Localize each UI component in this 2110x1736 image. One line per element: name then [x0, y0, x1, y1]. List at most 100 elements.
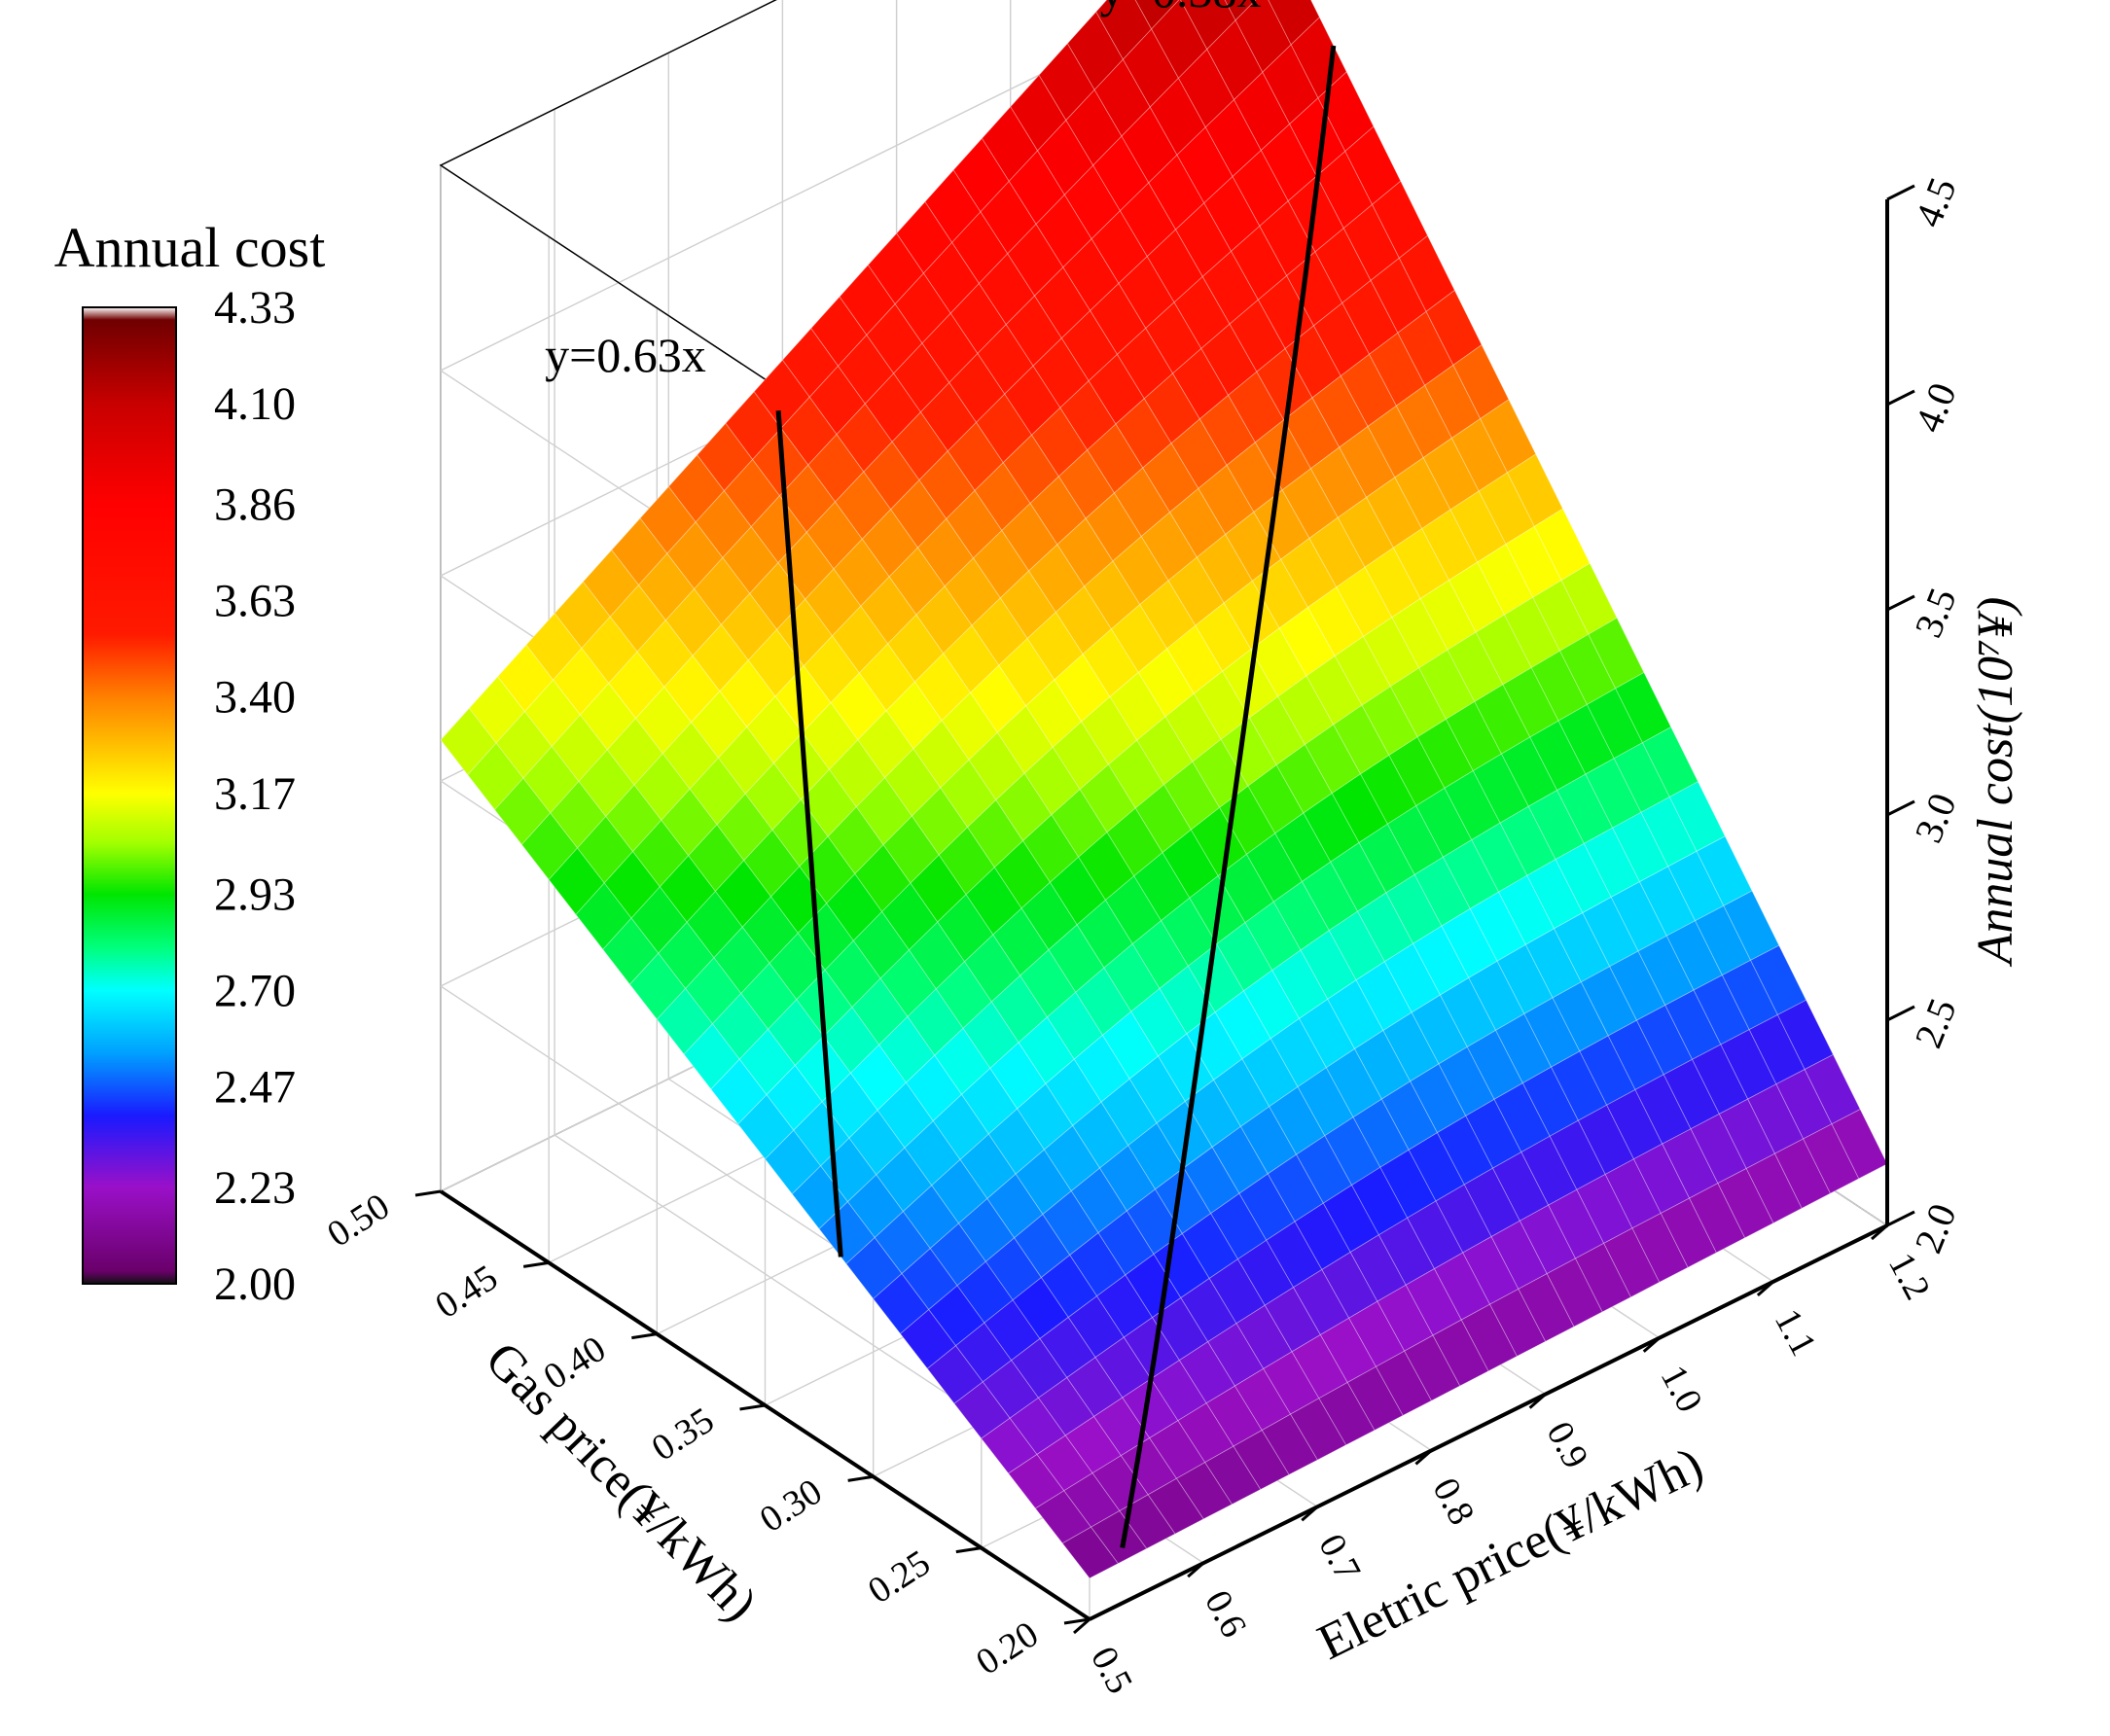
surface-cell: [1340, 353, 1397, 428]
surface-cell: [1002, 434, 1059, 505]
surface-cell: [1468, 960, 1525, 1031]
surface-cell: [1007, 223, 1064, 297]
surface-cell: [981, 1417, 1038, 1474]
surface-cell: [1355, 961, 1413, 1032]
surface-cell: [1745, 1152, 1803, 1224]
surface-cell: [1533, 508, 1591, 582]
surface-cell: [1607, 1019, 1664, 1091]
colorbar-tick-label: 3.40: [214, 672, 296, 724]
x-tick-label: 0.8: [1424, 1471, 1482, 1532]
surface-cell: [1064, 1415, 1122, 1474]
x-tick-label: 1.0: [1653, 1359, 1710, 1419]
surface-cell: [1203, 175, 1261, 253]
surface-cell: [953, 1381, 1011, 1439]
surface-cell: [1295, 1135, 1353, 1204]
surface-cell: [1063, 1472, 1121, 1528]
surface-cell: [1271, 949, 1329, 1019]
z-tick: [1886, 594, 1915, 612]
y-tick: [414, 1189, 442, 1197]
colorbar-tick-label: 2.23: [214, 1162, 296, 1214]
surface-cell: [1693, 974, 1750, 1045]
x-tick: [1528, 1393, 1547, 1409]
colorbar-title: Annual cost: [54, 216, 326, 279]
surface-cell: [1604, 1158, 1662, 1229]
surface-cell: [1688, 1183, 1746, 1254]
y-tick-label: 0.35: [645, 1399, 722, 1469]
surface-cell: [1333, 704, 1390, 775]
surface-cell: [977, 324, 1034, 395]
y-tick: [522, 1260, 550, 1268]
surface-cell: [1748, 1013, 1806, 1085]
surface-cell: [1546, 1258, 1603, 1328]
x-tick-label: 0.6: [1197, 1584, 1254, 1645]
surface-cell: [1143, 372, 1200, 444]
surface-cell: [1469, 891, 1526, 962]
surface-cell: [1140, 512, 1198, 582]
surface-cell: [1201, 250, 1259, 325]
z-tick-label: 4.5: [1906, 171, 1964, 232]
surface-cell: [1139, 580, 1197, 650]
x-tick: [1756, 1280, 1774, 1296]
surface-cell: [1530, 650, 1588, 722]
x-tick: [1301, 1506, 1319, 1522]
x-tick: [1187, 1562, 1205, 1578]
surface-cell: [1097, 1210, 1155, 1276]
x-tick-label: 1.1: [1767, 1302, 1824, 1363]
surface-cell: [1149, 1420, 1206, 1479]
surface-cell: [1008, 150, 1065, 226]
z-tick-label: 3.0: [1906, 787, 1964, 848]
surface-cell: [1131, 920, 1189, 990]
surface-cell: [1061, 1526, 1119, 1579]
surface-cell: [1070, 1167, 1127, 1234]
y-tick: [1063, 1617, 1091, 1625]
surface-cell: [495, 710, 553, 779]
y-tick: [739, 1403, 766, 1411]
surface-cell: [1664, 989, 1722, 1060]
surface-cell: [978, 253, 1036, 326]
surface-cell: [1404, 1334, 1461, 1401]
surface-cell: [1330, 841, 1387, 912]
surface-cell: [1336, 566, 1393, 637]
surface-cell: [467, 742, 524, 811]
surface-cell: [710, 1058, 768, 1125]
colorbar-tick-label: 4.33: [214, 282, 296, 334]
surface-cell: [1548, 1188, 1605, 1259]
z-tick-label: 4.0: [1906, 376, 1964, 438]
surface-cell: [1550, 1050, 1608, 1121]
surface-cell: [1529, 720, 1587, 792]
colorbar-ramp: [82, 306, 177, 1285]
surface-cell: [1344, 125, 1402, 206]
surface-cell: [494, 777, 552, 846]
surface-cell: [1066, 1357, 1124, 1418]
surface-cell: [1156, 1100, 1213, 1169]
z-tick: [1886, 389, 1915, 407]
y-tick-label: 0.50: [320, 1186, 397, 1255]
surface-cell: [766, 1064, 823, 1131]
surface-cell: [1660, 1197, 1717, 1268]
surface-cell: [1526, 859, 1584, 930]
surface-cell: [1342, 203, 1400, 282]
x-tick: [1871, 1223, 1888, 1241]
surface-cell: [1408, 1132, 1465, 1202]
surface-cell: [1270, 1017, 1327, 1088]
surface-cell: [1134, 784, 1192, 854]
surface-cell: [1532, 580, 1590, 652]
surface-cell: [1130, 987, 1188, 1057]
colorbar-tick-label: 2.00: [214, 1258, 296, 1310]
y-tick: [631, 1332, 658, 1340]
surface-cell: [1804, 1053, 1861, 1125]
surface-cell: [1090, 1509, 1148, 1565]
colorbar-tick-label: 2.93: [214, 868, 296, 920]
colorbar-tick-label: 3.63: [214, 576, 296, 627]
ratio-line-label: y=0.63x: [545, 328, 706, 382]
surface-cell: [1147, 1477, 1204, 1535]
y-tick-label: 0.20: [969, 1613, 1046, 1683]
surface-cell: [1017, 1082, 1074, 1151]
surface-cell: [1527, 790, 1585, 861]
surface-cell: [1292, 1268, 1350, 1336]
x-tick-label: 1.2: [1880, 1247, 1938, 1307]
surface-cell: [1663, 1058, 1720, 1130]
surface-cell: [1289, 1398, 1347, 1461]
y-tick-label: 0.25: [861, 1542, 938, 1612]
z-tick: [1886, 799, 1915, 817]
